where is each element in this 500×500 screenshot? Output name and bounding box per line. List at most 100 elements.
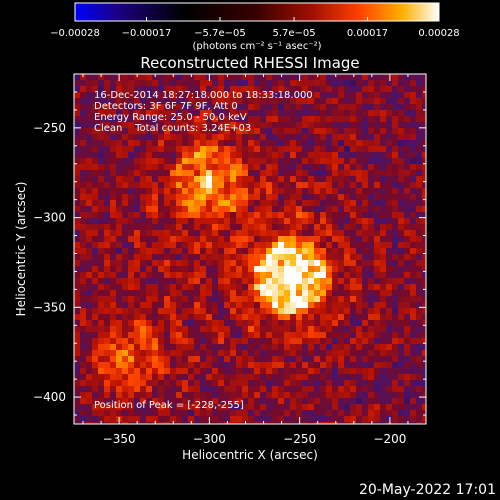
heatmap-cell [116,224,122,230]
heatmap-cell [242,248,248,254]
heatmap-cell [80,410,86,416]
heatmap-cell [320,314,326,320]
heatmap-cell [200,296,206,302]
heatmap-cell [338,416,344,422]
heatmap-cell [158,416,164,422]
heatmap-cell [80,242,86,248]
heatmap-cell [296,320,302,326]
heatmap-cell [152,110,158,116]
heatmap-cell [164,92,170,98]
heatmap-cell [338,350,344,356]
heatmap-cell [404,224,410,230]
heatmap-cell [104,308,110,314]
heatmap-cell [368,80,374,86]
heatmap-cell [98,140,104,146]
x-tick-label: −300 [193,432,226,446]
heatmap-cell [218,356,224,362]
heatmap-cell [260,146,266,152]
heatmap-cell [398,362,404,368]
heatmap-cell [254,374,260,380]
heatmap-cell [176,116,182,122]
heatmap-cell [290,92,296,98]
heatmap-cell [296,236,302,242]
heatmap-cell [284,212,290,218]
heatmap-cell [224,158,230,164]
heatmap-cell [164,266,170,272]
heatmap-cell [182,404,188,410]
heatmap-cell [410,416,416,422]
heatmap-cell [116,398,122,404]
heatmap-cell [338,302,344,308]
heatmap-cell [386,158,392,164]
heatmap-cell [326,86,332,92]
heatmap-cell [164,332,170,338]
heatmap-cell [74,128,80,134]
heatmap-cell [404,248,410,254]
heatmap-cell [212,392,218,398]
heatmap-cell [86,200,92,206]
heatmap-cell [266,218,272,224]
heatmap-cell [218,74,224,80]
heatmap-cell [92,206,98,212]
heatmap-cell [308,110,314,116]
heatmap-cell [248,290,254,296]
heatmap-cell [248,392,254,398]
heatmap-cell [242,410,248,416]
heatmap-cell [356,86,362,92]
heatmap-cell [110,200,116,206]
heatmap-cell [338,80,344,86]
heatmap-cell [92,242,98,248]
heatmap-cell [212,200,218,206]
heatmap-cell [134,80,140,86]
heatmap-cell [236,236,242,242]
heatmap-cell [254,338,260,344]
heatmap-cell [218,242,224,248]
heatmap-cell [80,212,86,218]
heatmap-cell [404,140,410,146]
heatmap-cell [398,122,404,128]
heatmap-cell [272,398,278,404]
heatmap-cell [122,140,128,146]
heatmap-cell [302,218,308,224]
heatmap-cell [176,350,182,356]
heatmap-cell [92,302,98,308]
heatmap-cell [80,236,86,242]
heatmap-cell [98,284,104,290]
heatmap-cell [392,146,398,152]
heatmap-cell [212,212,218,218]
heatmap-cell [152,194,158,200]
heatmap-cell [398,374,404,380]
heatmap-cell [284,314,290,320]
heatmap-cell [416,302,422,308]
heatmap-cell [326,272,332,278]
heatmap-cell [290,368,296,374]
heatmap-cell [416,74,422,80]
heatmap-cell [410,92,416,98]
heatmap-cell [332,290,338,296]
heatmap-cell [350,146,356,152]
heatmap-cell [314,242,320,248]
heatmap-cell [278,332,284,338]
heatmap-cell [152,188,158,194]
heatmap-cell [74,284,80,290]
heatmap-cell [116,356,122,362]
heatmap-cell [212,92,218,98]
heatmap-cell [344,218,350,224]
heatmap-cell [362,356,368,362]
heatmap-cell [116,236,122,242]
heatmap-cell [218,98,224,104]
heatmap-cell [152,98,158,104]
heatmap-cell [326,308,332,314]
heatmap-cell [266,230,272,236]
heatmap-cell [284,302,290,308]
heatmap-cell [92,212,98,218]
heatmap-cell [212,272,218,278]
heatmap-cell [272,266,278,272]
heatmap-cell [374,146,380,152]
heatmap-cell [80,158,86,164]
heatmap-cell [92,116,98,122]
heatmap-cell [140,410,146,416]
heatmap-cell [134,380,140,386]
heatmap-cell [356,182,362,188]
heatmap-cell [110,398,116,404]
